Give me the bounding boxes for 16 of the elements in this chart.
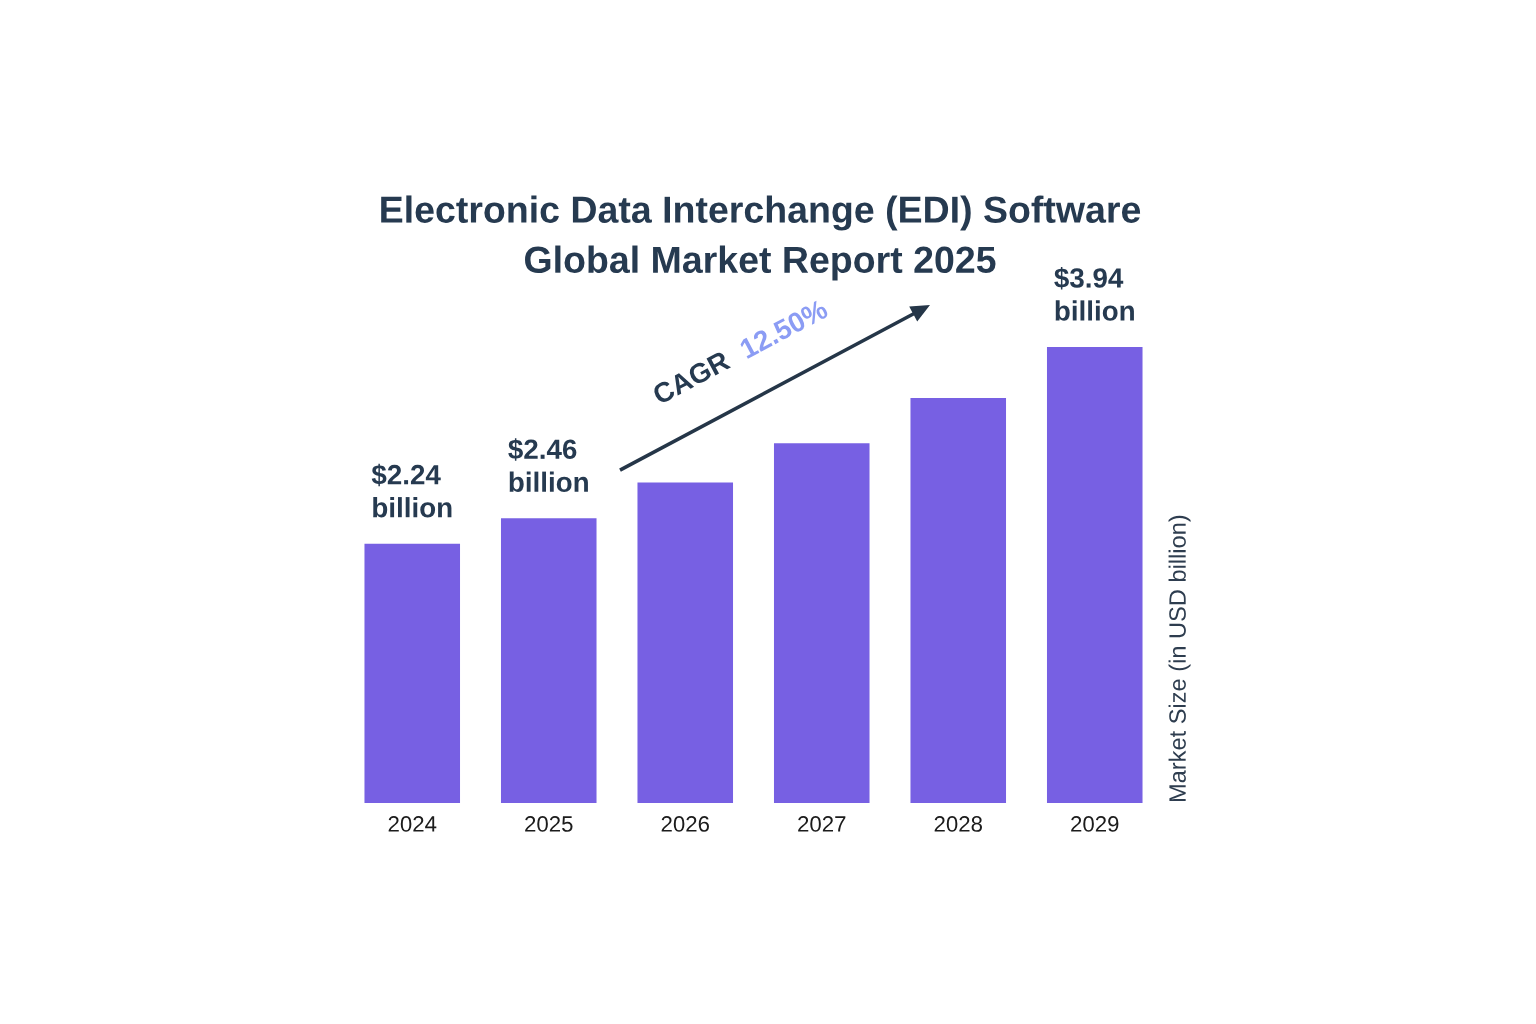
x-tick-label: 2028 [934,816,982,832]
y-axis-title: Market Size (in USD billion) [1168,515,1191,802]
x-tick-label: 2026 [661,816,709,832]
bar [773,443,870,803]
x-tick-label: 2027 [798,816,846,832]
x-tick-label: 2029 [1071,816,1119,832]
bar [910,398,1007,803]
bar [1046,347,1143,803]
data-label: $2.46 billion [508,438,588,493]
x-tick-label: 2024 [388,816,437,832]
data-label: $2.24 billion [371,463,452,518]
bar [637,482,734,803]
data-label: $3.94 billion [1054,266,1134,321]
bar [364,543,461,803]
x-tick-label: 2025 [525,816,573,832]
bar [500,518,597,803]
